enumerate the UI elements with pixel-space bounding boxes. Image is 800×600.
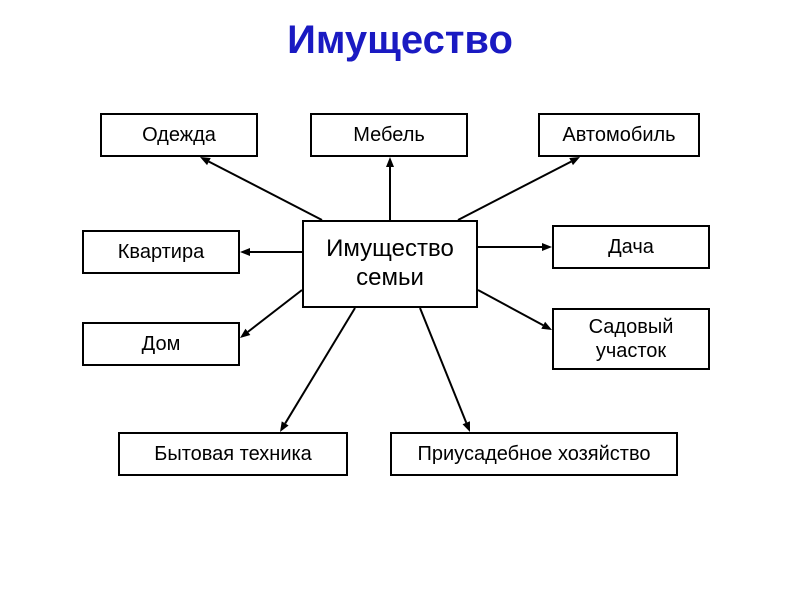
node-homestead: Приусадебное хозяйство bbox=[390, 432, 678, 476]
node-appliances: Бытовая техника bbox=[118, 432, 348, 476]
node-center: Имущество семьи bbox=[302, 220, 478, 308]
node-car: Автомобиль bbox=[538, 113, 700, 157]
page-title: Имущество bbox=[0, 18, 800, 63]
node-apartment: Квартира bbox=[82, 230, 240, 274]
node-house: Дом bbox=[82, 322, 240, 366]
node-furniture: Мебель bbox=[310, 113, 468, 157]
node-clothes: Одежда bbox=[100, 113, 258, 157]
node-garden: Садовый участок bbox=[552, 308, 710, 370]
node-dacha: Дача bbox=[552, 225, 710, 269]
